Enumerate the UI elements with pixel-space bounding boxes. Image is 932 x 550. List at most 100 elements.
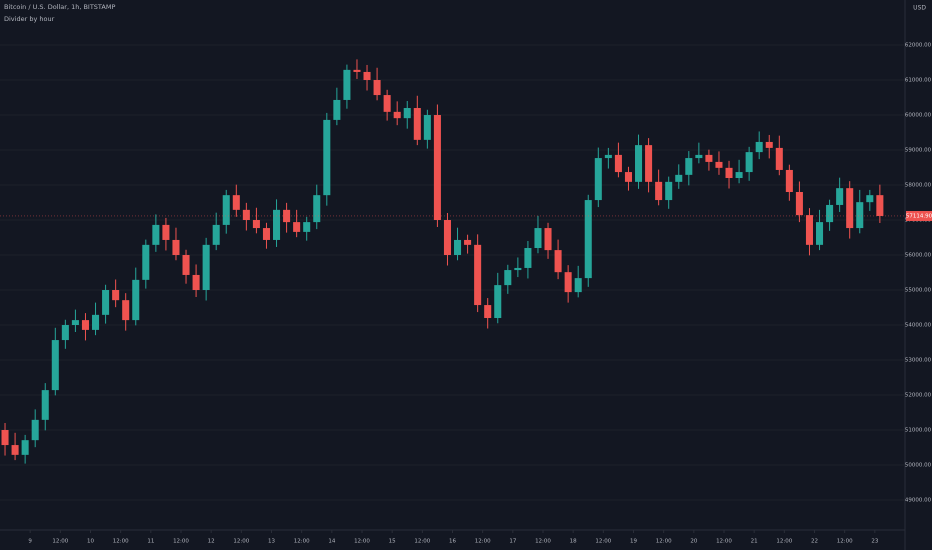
candle-body xyxy=(836,188,844,205)
candle-body xyxy=(152,224,160,245)
candle-body xyxy=(303,222,311,232)
x-tick-label: 17 xyxy=(509,539,516,545)
candle-body xyxy=(594,158,602,201)
candle-body xyxy=(1,430,9,446)
candle-body xyxy=(212,224,220,245)
candle-body xyxy=(273,209,281,240)
candle-body xyxy=(71,320,79,326)
x-tick-label: 12:00 xyxy=(354,539,370,545)
candle-body xyxy=(353,69,361,72)
candle-body xyxy=(604,154,612,159)
candle-body xyxy=(705,154,713,162)
candle-body xyxy=(715,161,723,168)
x-tick-label: 12 xyxy=(208,539,215,545)
x-tick-label: 21 xyxy=(751,539,758,545)
candle-body xyxy=(635,145,643,182)
candle-body xyxy=(564,272,572,293)
candle-body xyxy=(454,239,462,256)
candle-body xyxy=(655,181,663,201)
candle-body xyxy=(645,145,653,182)
y-tick-label: 62000.00 xyxy=(905,43,932,49)
candle-body xyxy=(172,239,180,256)
candle-body xyxy=(102,290,110,315)
indicator-name: Divider by hour xyxy=(4,15,55,23)
candle-body xyxy=(494,285,502,319)
currency-label[interactable]: USD xyxy=(913,5,926,12)
candle-body xyxy=(443,220,451,256)
x-tick-label: 12:00 xyxy=(475,539,491,545)
y-tick-label: 60000.00 xyxy=(905,113,932,119)
candle-body xyxy=(675,174,683,182)
y-tick-label: 61000.00 xyxy=(905,78,932,84)
candle-body xyxy=(293,222,301,232)
candle-body xyxy=(81,320,89,330)
x-tick-label: 23 xyxy=(871,539,878,545)
candle-body xyxy=(544,228,552,251)
candle-body xyxy=(162,224,170,240)
x-tick-label: 12:00 xyxy=(535,539,551,545)
candle-body xyxy=(816,222,824,245)
candle-body xyxy=(433,115,441,221)
x-tick-label: 12:00 xyxy=(595,539,611,545)
x-tick-label: 12:00 xyxy=(656,539,672,545)
y-tick-label: 50000.00 xyxy=(905,463,932,469)
candle-body xyxy=(665,181,673,201)
candle-body xyxy=(333,99,341,120)
candle-body xyxy=(725,167,733,179)
candle-body xyxy=(122,300,130,321)
candle-body xyxy=(373,80,381,96)
x-tick-label: 10 xyxy=(87,539,94,545)
candle-body xyxy=(624,172,632,182)
x-tick-label: 12:00 xyxy=(113,539,129,545)
x-tick-label: 12:00 xyxy=(233,539,249,545)
y-tick-label: 53000.00 xyxy=(905,358,932,364)
y-tick-label: 51000.00 xyxy=(905,428,932,434)
y-tick-label: 56000.00 xyxy=(905,253,932,259)
x-tick-label: 12:00 xyxy=(716,539,732,545)
x-tick-label: 12:00 xyxy=(776,539,792,545)
candle-body xyxy=(232,195,240,210)
candle-body xyxy=(313,195,321,223)
candle-body xyxy=(393,111,401,119)
candle-body xyxy=(554,250,562,273)
last-price-tag xyxy=(906,210,932,221)
candle-body xyxy=(51,340,59,391)
candle-body xyxy=(795,192,803,216)
candle-body xyxy=(464,239,472,245)
candle-body xyxy=(826,204,834,223)
candle-body xyxy=(614,154,622,173)
x-tick-label: 9 xyxy=(28,539,32,545)
candle-body xyxy=(755,141,763,153)
candle-body xyxy=(805,215,813,245)
grid xyxy=(0,44,905,533)
candle-body xyxy=(262,228,270,240)
x-tick-label: 19 xyxy=(630,539,637,545)
candle-body xyxy=(192,274,200,291)
candle-body xyxy=(92,314,100,330)
candle-body xyxy=(222,195,230,225)
candle-body xyxy=(745,152,753,173)
x-tick-label: 15 xyxy=(389,539,396,545)
candle-body xyxy=(242,209,250,221)
candle-body xyxy=(514,267,522,271)
last-price-label: 57114.90 xyxy=(906,213,932,219)
candle-body xyxy=(765,141,773,148)
x-tick-label: 12:00 xyxy=(837,539,853,545)
candle-body xyxy=(283,209,291,223)
x-tick-label: 12:00 xyxy=(52,539,68,545)
labels: 49000.00 50000.00 51000.00 52000.00 53000.00… xyxy=(28,43,932,545)
candle-body xyxy=(685,158,693,175)
candle-body xyxy=(484,305,492,319)
x-tick-label: 12:00 xyxy=(294,539,310,545)
candle-body xyxy=(474,244,482,306)
candle-body xyxy=(856,202,864,229)
x-tick-label: 12:00 xyxy=(414,539,430,545)
y-tick-label: 59000.00 xyxy=(905,148,932,154)
candle-body xyxy=(413,108,421,140)
candle-body xyxy=(323,119,331,196)
x-tick-label: 14 xyxy=(328,539,335,545)
candle-body xyxy=(383,95,391,112)
